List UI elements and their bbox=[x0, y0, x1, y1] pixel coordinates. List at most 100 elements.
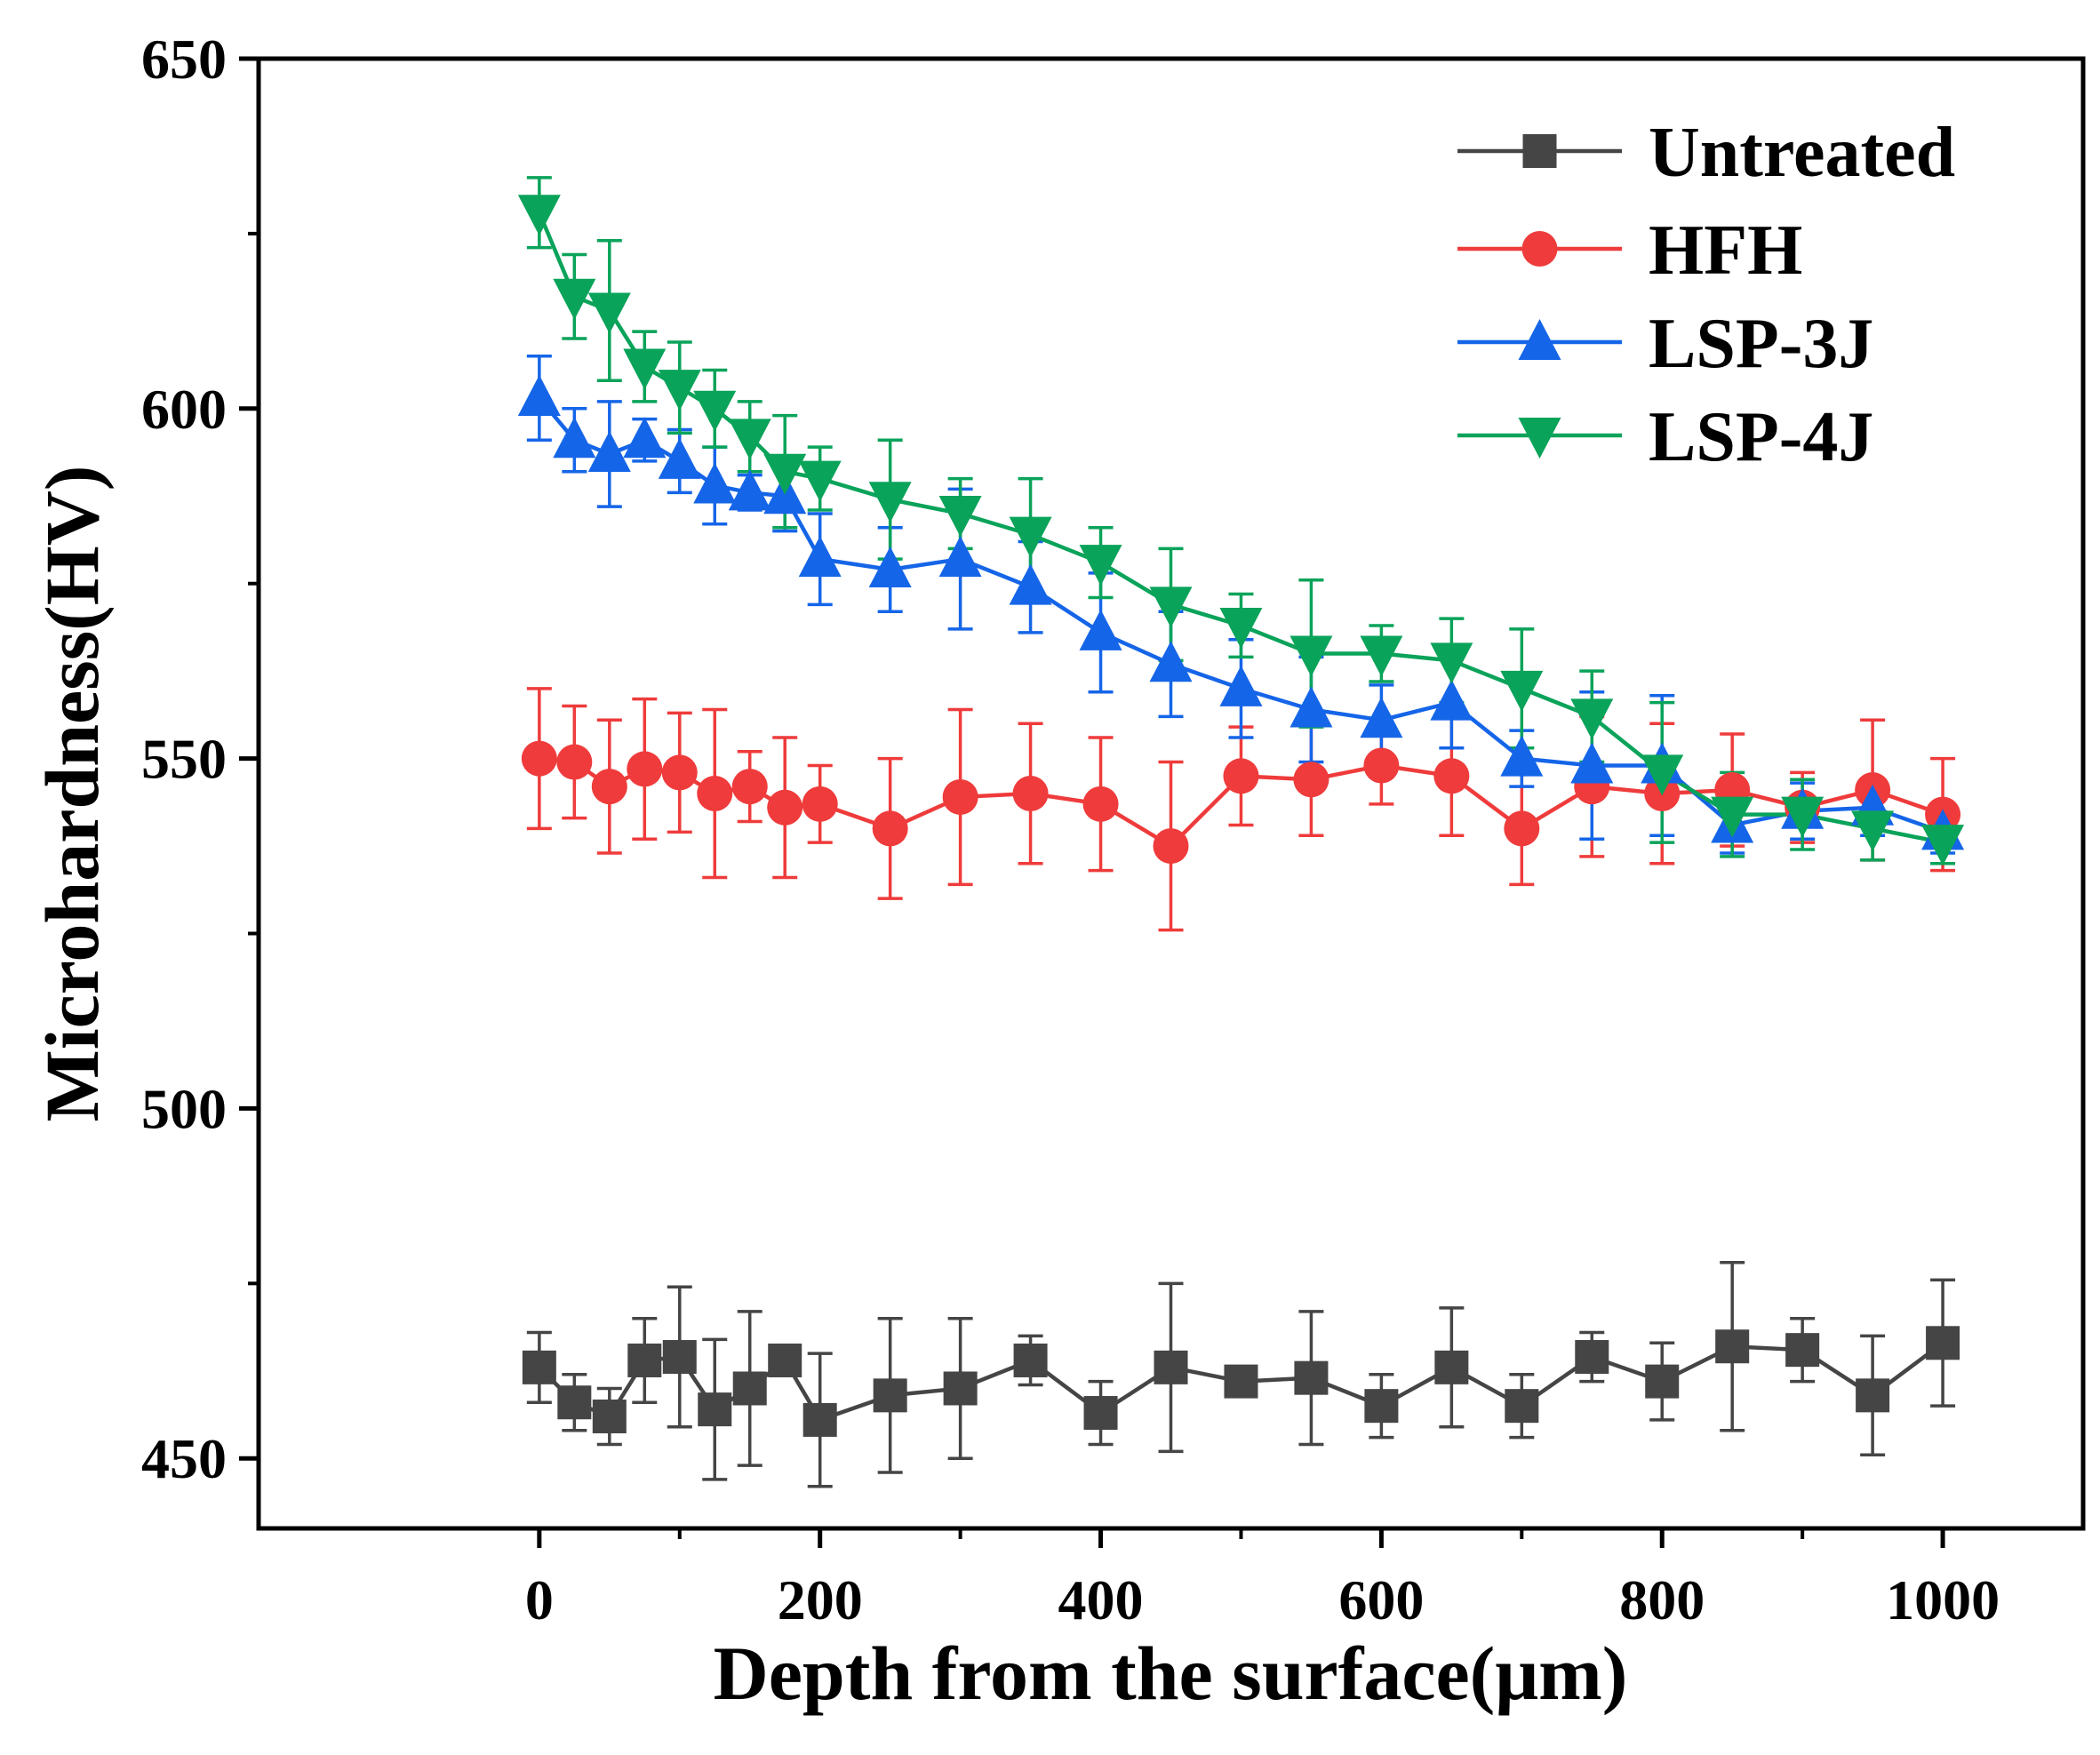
x-tick-label: 1000 bbox=[1886, 1568, 2000, 1631]
data-point-untreated bbox=[1645, 1364, 1680, 1399]
y-tick-label: 450 bbox=[141, 1427, 227, 1490]
data-point-lsp-3j bbox=[868, 546, 912, 587]
legend-label-untreated: Untreated bbox=[1649, 114, 1955, 192]
data-point-lsp-3j bbox=[1500, 735, 1544, 777]
x-tick-label: 0 bbox=[525, 1568, 554, 1631]
data-point-lsp-3j bbox=[1290, 686, 1333, 728]
legend: Untreated HFH LSP-3J LSP-4J bbox=[1457, 114, 1955, 476]
data-point-lsp-4j bbox=[1781, 796, 1825, 838]
data-point-lsp-3j bbox=[587, 431, 631, 473]
data-point-hfh bbox=[1082, 786, 1119, 822]
data-point-lsp-4j bbox=[517, 195, 561, 236]
data-point-hfh bbox=[1012, 776, 1049, 811]
data-point-lsp-4j bbox=[1360, 635, 1403, 677]
data-point-lsp-4j bbox=[938, 495, 982, 537]
data-point-hfh bbox=[1293, 762, 1329, 798]
legend-label-lsp-4j: LSP-4J bbox=[1649, 398, 1873, 476]
data-point-lsp-4j bbox=[1219, 607, 1263, 649]
data-point-untreated bbox=[1013, 1343, 1048, 1377]
data-point-lsp-3j bbox=[798, 536, 842, 578]
data-point-hfh bbox=[802, 786, 838, 822]
data-point-lsp-4j bbox=[1430, 642, 1473, 684]
data-point-lsp-4j bbox=[1009, 516, 1052, 558]
data-point-hfh bbox=[697, 776, 733, 811]
data-point-lsp-4j bbox=[1149, 586, 1193, 628]
data-point-lsp-4j bbox=[1921, 825, 1965, 866]
y-tick-label: 650 bbox=[141, 28, 227, 91]
data-point-hfh bbox=[1504, 810, 1540, 847]
markers-layer bbox=[517, 195, 1965, 1437]
legend-marker-hfh bbox=[1521, 231, 1558, 267]
data-point-untreated bbox=[522, 1350, 556, 1384]
data-point-lsp-3j bbox=[658, 437, 701, 479]
legend-marker-lsp-4j bbox=[1518, 418, 1561, 459]
data-point-lsp-4j bbox=[553, 278, 596, 320]
data-point-lsp-4j bbox=[1570, 698, 1614, 740]
data-point-untreated bbox=[1294, 1360, 1329, 1395]
data-point-untreated bbox=[732, 1371, 767, 1406]
data-point-lsp-4j bbox=[1079, 545, 1122, 586]
data-point-hfh bbox=[942, 778, 978, 815]
data-point-lsp-3j bbox=[938, 536, 982, 578]
data-point-untreated bbox=[592, 1399, 627, 1433]
data-point-untreated bbox=[1083, 1396, 1118, 1431]
data-point-lsp-3j bbox=[1430, 679, 1473, 721]
data-point-untreated bbox=[1154, 1350, 1188, 1384]
y-tick-label: 600 bbox=[141, 378, 227, 441]
x-tick-label: 600 bbox=[1338, 1568, 1424, 1631]
data-point-untreated bbox=[1926, 1326, 1960, 1360]
data-point-untreated bbox=[662, 1340, 697, 1375]
data-point-hfh bbox=[1223, 758, 1259, 794]
legend-marker-untreated bbox=[1522, 134, 1557, 168]
data-point-lsp-4j bbox=[868, 482, 912, 523]
plot-frame bbox=[256, 56, 2086, 1531]
legend-label-hfh: HFH bbox=[1649, 211, 1802, 290]
data-point-lsp-4j bbox=[763, 453, 807, 495]
data-point-hfh bbox=[556, 744, 593, 780]
data-point-lsp-3j bbox=[553, 417, 596, 459]
data-point-hfh bbox=[1153, 828, 1189, 865]
ticks-layer: 0 200 400 600 800 1000 450 500 550 600 650 bbox=[141, 28, 2000, 1631]
legend-label-lsp-3j: LSP-3J bbox=[1649, 305, 1873, 383]
data-point-untreated bbox=[698, 1392, 732, 1427]
data-point-untreated bbox=[1856, 1378, 1890, 1413]
data-point-hfh bbox=[1433, 758, 1470, 794]
data-point-lsp-3j bbox=[1570, 742, 1614, 784]
data-point-lsp-4j bbox=[587, 292, 631, 334]
data-point-hfh bbox=[661, 754, 698, 791]
data-point-lsp-3j bbox=[1009, 563, 1052, 605]
data-point-lsp-3j bbox=[1360, 697, 1403, 738]
data-point-hfh bbox=[627, 751, 663, 787]
data-point-untreated bbox=[873, 1378, 907, 1413]
data-point-hfh bbox=[1363, 747, 1400, 784]
data-point-lsp-4j bbox=[728, 419, 771, 460]
data-point-untreated bbox=[1224, 1364, 1258, 1399]
data-point-lsp-4j bbox=[623, 348, 667, 390]
data-point-untreated bbox=[1575, 1340, 1609, 1375]
legend-marker-lsp-3j bbox=[1518, 319, 1561, 360]
data-point-hfh bbox=[872, 810, 908, 847]
data-point-untreated bbox=[557, 1385, 592, 1420]
data-point-lsp-3j bbox=[1079, 609, 1122, 650]
data-point-untreated bbox=[627, 1343, 662, 1377]
data-point-lsp-3j bbox=[517, 374, 561, 416]
y-tick-label: 500 bbox=[141, 1077, 227, 1140]
data-point-lsp-3j bbox=[623, 417, 667, 459]
data-point-hfh bbox=[767, 789, 803, 826]
data-point-lsp-3j bbox=[693, 462, 737, 504]
data-point-lsp-4j bbox=[798, 460, 842, 502]
data-point-lsp-4j bbox=[1851, 810, 1895, 852]
y-tick-label: 550 bbox=[141, 728, 227, 791]
data-point-lsp-4j bbox=[1500, 670, 1544, 712]
x-tick-label: 800 bbox=[1619, 1568, 1705, 1631]
data-point-lsp-3j bbox=[1149, 641, 1193, 682]
data-point-hfh bbox=[591, 769, 627, 805]
y-axis-title: Microhardness(HV) bbox=[29, 466, 115, 1122]
data-point-untreated bbox=[802, 1402, 837, 1437]
data-point-lsp-4j bbox=[1641, 754, 1684, 796]
data-point-untreated bbox=[1785, 1333, 1820, 1368]
data-point-lsp-4j bbox=[658, 370, 701, 411]
data-point-hfh bbox=[521, 740, 557, 777]
x-axis-title: Depth from the surface(μm) bbox=[714, 1631, 1628, 1716]
